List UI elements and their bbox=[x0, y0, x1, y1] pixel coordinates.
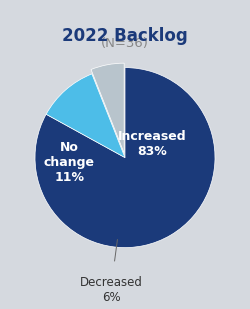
Wedge shape bbox=[35, 68, 215, 248]
Text: (N=36): (N=36) bbox=[101, 36, 149, 49]
Wedge shape bbox=[46, 74, 125, 158]
Text: Decreased
6%: Decreased 6% bbox=[80, 276, 143, 304]
Wedge shape bbox=[91, 63, 124, 153]
Text: No
change
11%: No change 11% bbox=[44, 141, 95, 184]
Title: 2022 Backlog: 2022 Backlog bbox=[62, 27, 188, 45]
Text: Increased
83%: Increased 83% bbox=[118, 130, 186, 158]
